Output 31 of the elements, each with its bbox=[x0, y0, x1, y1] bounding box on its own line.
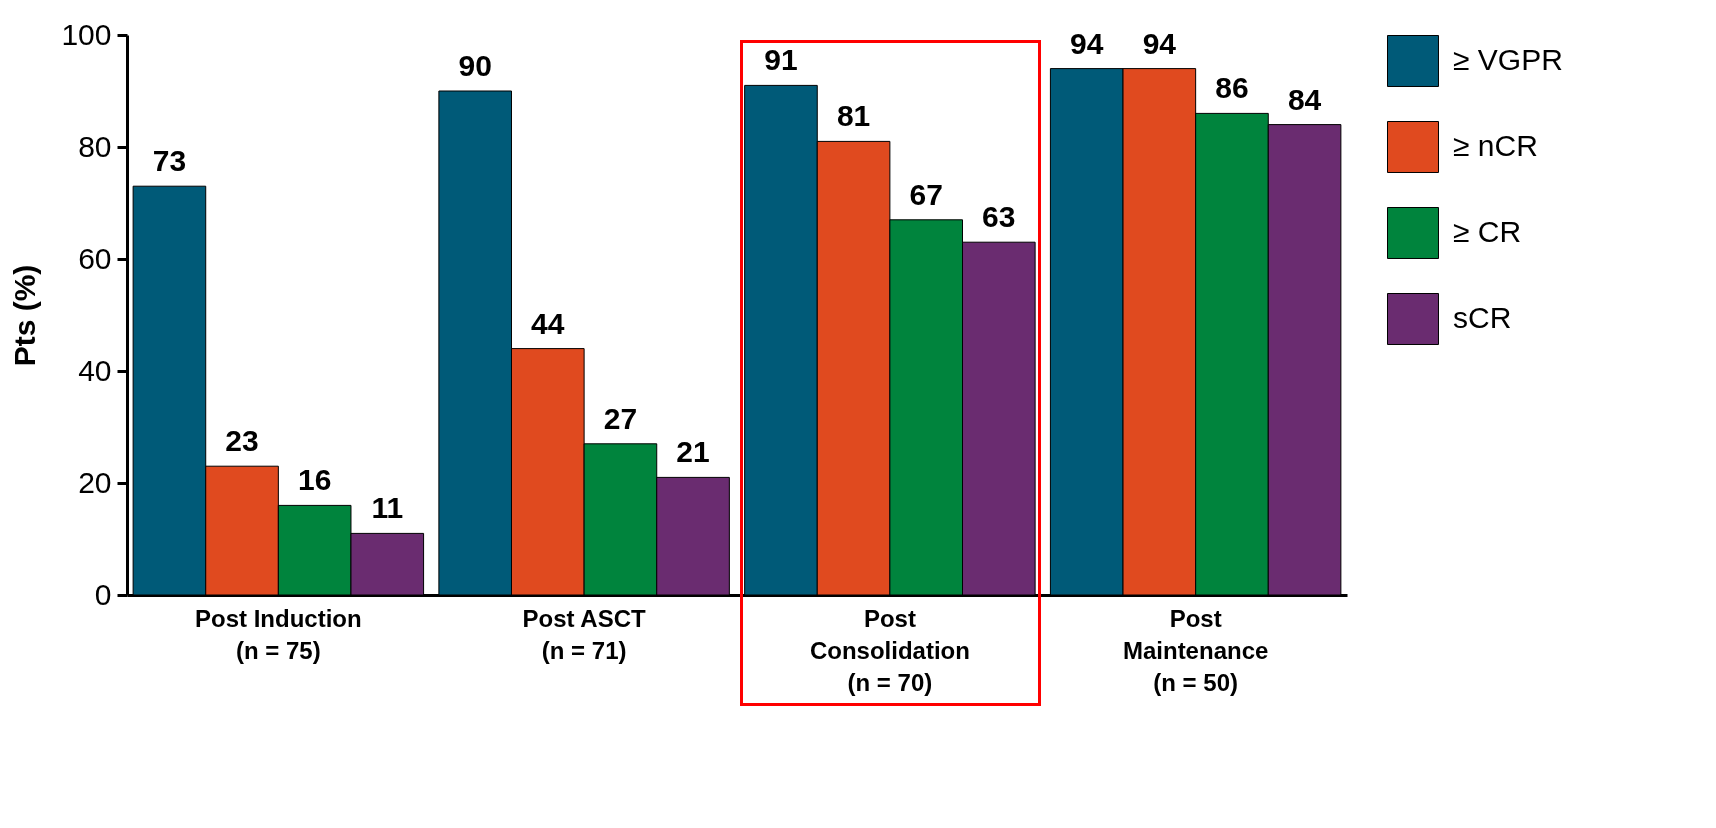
y-axis-title: Pts (%) bbox=[8, 264, 42, 367]
data-label: 81 bbox=[836, 99, 871, 133]
data-label: 63 bbox=[982, 200, 1016, 234]
data-label: 94 bbox=[1142, 26, 1177, 60]
data-label: 91 bbox=[764, 43, 798, 77]
legend-label: ≥ VGPR bbox=[1453, 43, 1563, 76]
data-label: 23 bbox=[225, 424, 259, 458]
x-tick-label: Post Induction (n = 75) bbox=[195, 604, 362, 664]
y-tick-label: 40 bbox=[78, 353, 112, 387]
x-tick-label: Post Maintenance (n = 50) bbox=[1122, 604, 1269, 696]
legend-label: ≥ nCR bbox=[1453, 129, 1538, 162]
data-label: 86 bbox=[1215, 71, 1249, 105]
y-tick-label: 80 bbox=[78, 129, 112, 163]
data-label: 27 bbox=[603, 401, 638, 435]
data-label: 84 bbox=[1287, 82, 1322, 116]
legend-label: ≥ CR bbox=[1453, 215, 1522, 248]
y-tick-label: 0 bbox=[94, 577, 112, 611]
data-label: 94 bbox=[1070, 26, 1104, 60]
y-tick-label: 60 bbox=[78, 241, 112, 275]
data-label: 44 bbox=[531, 306, 565, 340]
y-tick-label: 100 bbox=[61, 17, 112, 51]
data-label: 67 bbox=[909, 177, 943, 211]
data-label: 11 bbox=[371, 491, 404, 525]
data-label: 16 bbox=[297, 463, 332, 497]
data-label: 21 bbox=[676, 435, 710, 469]
y-tick-label: 20 bbox=[78, 465, 112, 499]
x-tick-label: Post ASCT (n = 71) bbox=[522, 604, 647, 664]
legend-label: sCR bbox=[1453, 301, 1512, 334]
data-label: 73 bbox=[152, 144, 187, 178]
x-tick-label: Post Consolidation (n = 70) bbox=[809, 604, 970, 696]
data-label: 90 bbox=[458, 49, 492, 82]
